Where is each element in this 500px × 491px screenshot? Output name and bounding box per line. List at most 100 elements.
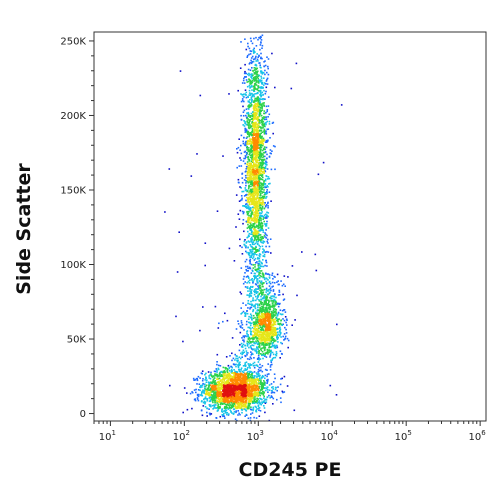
event-point <box>242 140 244 143</box>
event-point <box>257 96 259 98</box>
event-point <box>269 346 272 348</box>
event-point <box>245 383 248 385</box>
event-point <box>226 367 228 370</box>
event-point <box>264 368 267 371</box>
event-point <box>259 174 261 176</box>
event-point <box>243 384 245 386</box>
event-point <box>219 403 222 406</box>
event-point <box>255 389 258 392</box>
event-point <box>252 58 255 61</box>
event-point <box>262 328 264 330</box>
event-point <box>238 181 240 184</box>
event-point <box>254 288 256 291</box>
event-point <box>215 389 217 391</box>
event-point <box>229 392 231 394</box>
event-point <box>271 359 273 361</box>
event-point <box>244 76 246 78</box>
event-point <box>263 296 265 299</box>
event-point <box>257 208 260 210</box>
event-point <box>248 406 250 408</box>
event-point <box>252 310 254 313</box>
event-point <box>247 121 249 124</box>
event-point <box>276 319 279 321</box>
event-point <box>257 75 260 78</box>
event-point <box>204 379 206 381</box>
event-point <box>263 308 265 311</box>
event-point <box>261 127 263 129</box>
event-point <box>244 401 247 404</box>
event-point <box>225 391 228 393</box>
event-point <box>264 186 266 189</box>
event-point <box>267 339 270 341</box>
event-point <box>182 411 184 414</box>
event-point <box>222 384 225 386</box>
event-point <box>266 214 268 216</box>
event-point <box>253 243 255 246</box>
event-point <box>239 388 242 390</box>
event-point <box>257 354 260 357</box>
event-point <box>264 352 267 354</box>
event-point <box>266 386 269 389</box>
event-point <box>279 327 281 330</box>
event-point <box>249 386 252 388</box>
event-point <box>211 382 213 385</box>
event-point <box>268 311 271 313</box>
event-point <box>264 341 266 344</box>
event-point <box>259 317 262 320</box>
event-point <box>262 354 265 357</box>
event-point <box>251 170 253 172</box>
event-point <box>240 187 242 189</box>
event-point <box>250 166 253 169</box>
event-point <box>234 373 237 376</box>
event-point <box>257 188 259 191</box>
event-point <box>246 168 249 170</box>
event-point <box>258 387 261 389</box>
event-point <box>205 381 208 383</box>
event-point <box>268 339 271 341</box>
event-point <box>246 190 248 193</box>
event-point <box>255 336 257 339</box>
event-point <box>260 165 263 167</box>
event-point <box>232 403 234 405</box>
event-point <box>258 178 261 181</box>
event-point <box>274 345 276 347</box>
event-point <box>262 139 264 141</box>
event-point <box>251 180 253 182</box>
event-point <box>213 370 216 373</box>
event-point <box>247 218 250 220</box>
event-point <box>270 306 273 308</box>
event-point <box>256 209 259 211</box>
event-point <box>251 372 254 374</box>
event-point <box>253 158 256 161</box>
event-point <box>243 275 245 278</box>
event-point <box>260 342 263 344</box>
event-point <box>213 396 215 398</box>
event-point <box>248 340 251 342</box>
event-point <box>244 174 247 177</box>
event-point <box>253 194 256 197</box>
event-point <box>251 42 254 45</box>
event-point <box>254 323 257 326</box>
event-point <box>248 395 250 398</box>
event-point <box>263 105 265 107</box>
event-point <box>253 130 256 132</box>
event-point <box>231 372 233 374</box>
event-point <box>257 320 259 322</box>
event-point <box>233 380 236 382</box>
event-point <box>249 261 251 263</box>
event-point <box>225 407 228 409</box>
event-point <box>209 413 211 416</box>
event-point <box>247 270 249 272</box>
event-point <box>263 241 266 243</box>
event-point <box>262 337 265 340</box>
event-point <box>244 403 246 405</box>
event-point <box>216 397 218 400</box>
event-point <box>250 104 253 106</box>
event-point <box>258 119 260 121</box>
event-point <box>245 270 248 272</box>
event-point <box>261 325 264 327</box>
event-point <box>263 139 266 141</box>
event-point <box>248 104 250 107</box>
event-point <box>236 405 238 408</box>
event-point <box>248 162 251 165</box>
